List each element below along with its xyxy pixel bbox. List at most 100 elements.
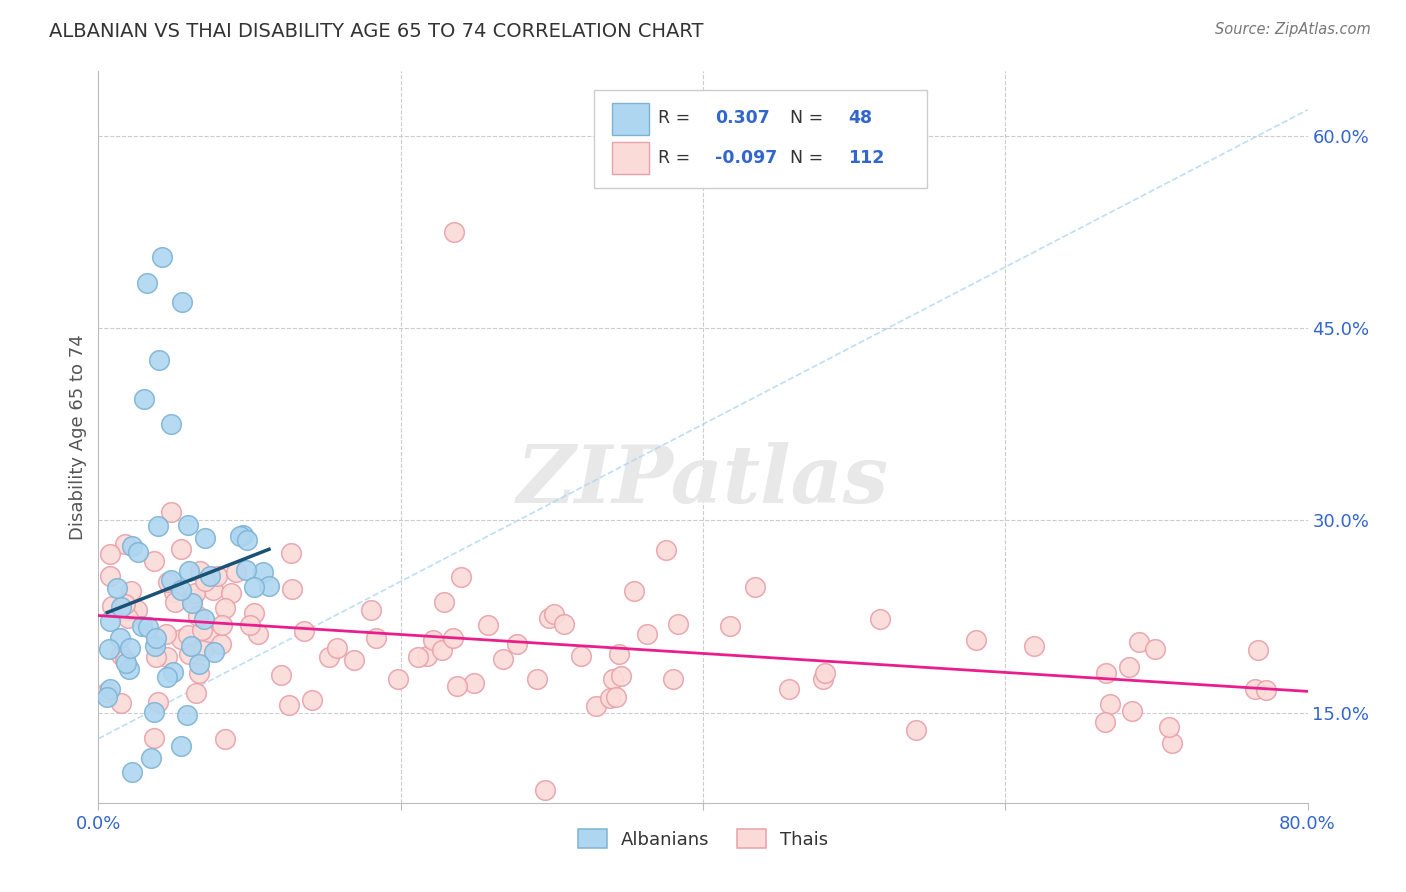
Point [270, 668, 292, 682]
Point [145, 649, 167, 664]
Point [135, 276, 157, 290]
Point [1243, 681, 1265, 696]
Point [236, 533, 259, 547]
Point [257, 579, 280, 593]
Point [1256, 683, 1278, 698]
Text: 48: 48 [848, 109, 872, 128]
Point [114, 597, 136, 611]
Point [121, 603, 143, 617]
Point [98, 682, 121, 697]
Point [177, 648, 200, 662]
Point [446, 679, 468, 693]
Point [146, 519, 169, 533]
Point [813, 672, 835, 686]
Y-axis label: Disability Age 65 to 74: Disability Age 65 to 74 [69, 334, 87, 540]
Point [744, 580, 766, 594]
Point [416, 648, 439, 663]
Point [252, 565, 274, 579]
Point [170, 632, 193, 646]
Point [138, 619, 160, 633]
Text: N =: N = [779, 109, 830, 128]
Point [96, 685, 118, 699]
Point [229, 528, 252, 542]
Point [623, 583, 645, 598]
Point [191, 642, 214, 657]
Point [193, 612, 215, 626]
Point [117, 611, 139, 625]
Point [1098, 697, 1121, 711]
Text: -0.097: -0.097 [716, 149, 778, 167]
Point [778, 682, 800, 697]
Point [364, 631, 387, 645]
Point [101, 599, 124, 614]
Legend: Albanians, Thais: Albanians, Thais [571, 822, 835, 856]
Point [360, 602, 382, 616]
Point [142, 731, 165, 745]
Point [181, 596, 204, 610]
Point [191, 623, 214, 637]
Point [201, 583, 224, 598]
Point [668, 616, 690, 631]
Point [343, 653, 366, 667]
Point [188, 665, 211, 680]
Text: R =: R = [658, 149, 696, 167]
Point [492, 652, 515, 666]
Point [108, 632, 131, 646]
Point [155, 626, 177, 640]
Point [406, 649, 429, 664]
Text: 0.307: 0.307 [716, 109, 770, 128]
Point [181, 592, 204, 607]
Point [205, 569, 228, 583]
Point [127, 545, 149, 559]
Point [387, 672, 409, 686]
Point [243, 606, 266, 620]
Point [98, 615, 121, 629]
Point [157, 574, 180, 589]
Point [170, 295, 193, 310]
Point [294, 624, 316, 638]
Point [211, 637, 233, 651]
Point [114, 604, 136, 618]
Point [211, 618, 233, 632]
Point [177, 564, 200, 578]
Point [246, 627, 269, 641]
Point [636, 627, 658, 641]
Point [188, 657, 211, 671]
Point [187, 608, 209, 623]
Point [814, 665, 837, 680]
Point [170, 582, 193, 597]
Point [965, 633, 987, 648]
Point [143, 554, 166, 568]
Point [1247, 643, 1270, 657]
Point [1022, 640, 1045, 654]
Point [170, 739, 193, 753]
Point [156, 650, 179, 665]
Point [143, 639, 166, 653]
Point [160, 573, 183, 587]
Point [194, 531, 217, 545]
Text: R =: R = [658, 109, 696, 128]
Point [115, 656, 138, 670]
Point [198, 568, 221, 582]
Point [239, 618, 262, 632]
Point [869, 612, 891, 626]
Point [301, 693, 323, 707]
Point [235, 563, 257, 577]
Point [160, 417, 183, 432]
Point [326, 640, 349, 655]
Point [605, 690, 627, 705]
Point [534, 783, 557, 797]
Point [141, 751, 163, 765]
Point [121, 540, 143, 554]
Point [318, 650, 340, 665]
Point [198, 625, 221, 640]
Point [607, 648, 630, 662]
Point [188, 564, 211, 578]
Text: ALBANIAN VS THAI DISABILITY AGE 65 TO 74 CORRELATION CHART: ALBANIAN VS THAI DISABILITY AGE 65 TO 74… [49, 22, 704, 41]
Point [176, 708, 198, 723]
Point [1128, 634, 1150, 648]
Point [543, 607, 565, 622]
Point [1144, 642, 1167, 657]
Point [905, 723, 928, 737]
Point [477, 617, 499, 632]
